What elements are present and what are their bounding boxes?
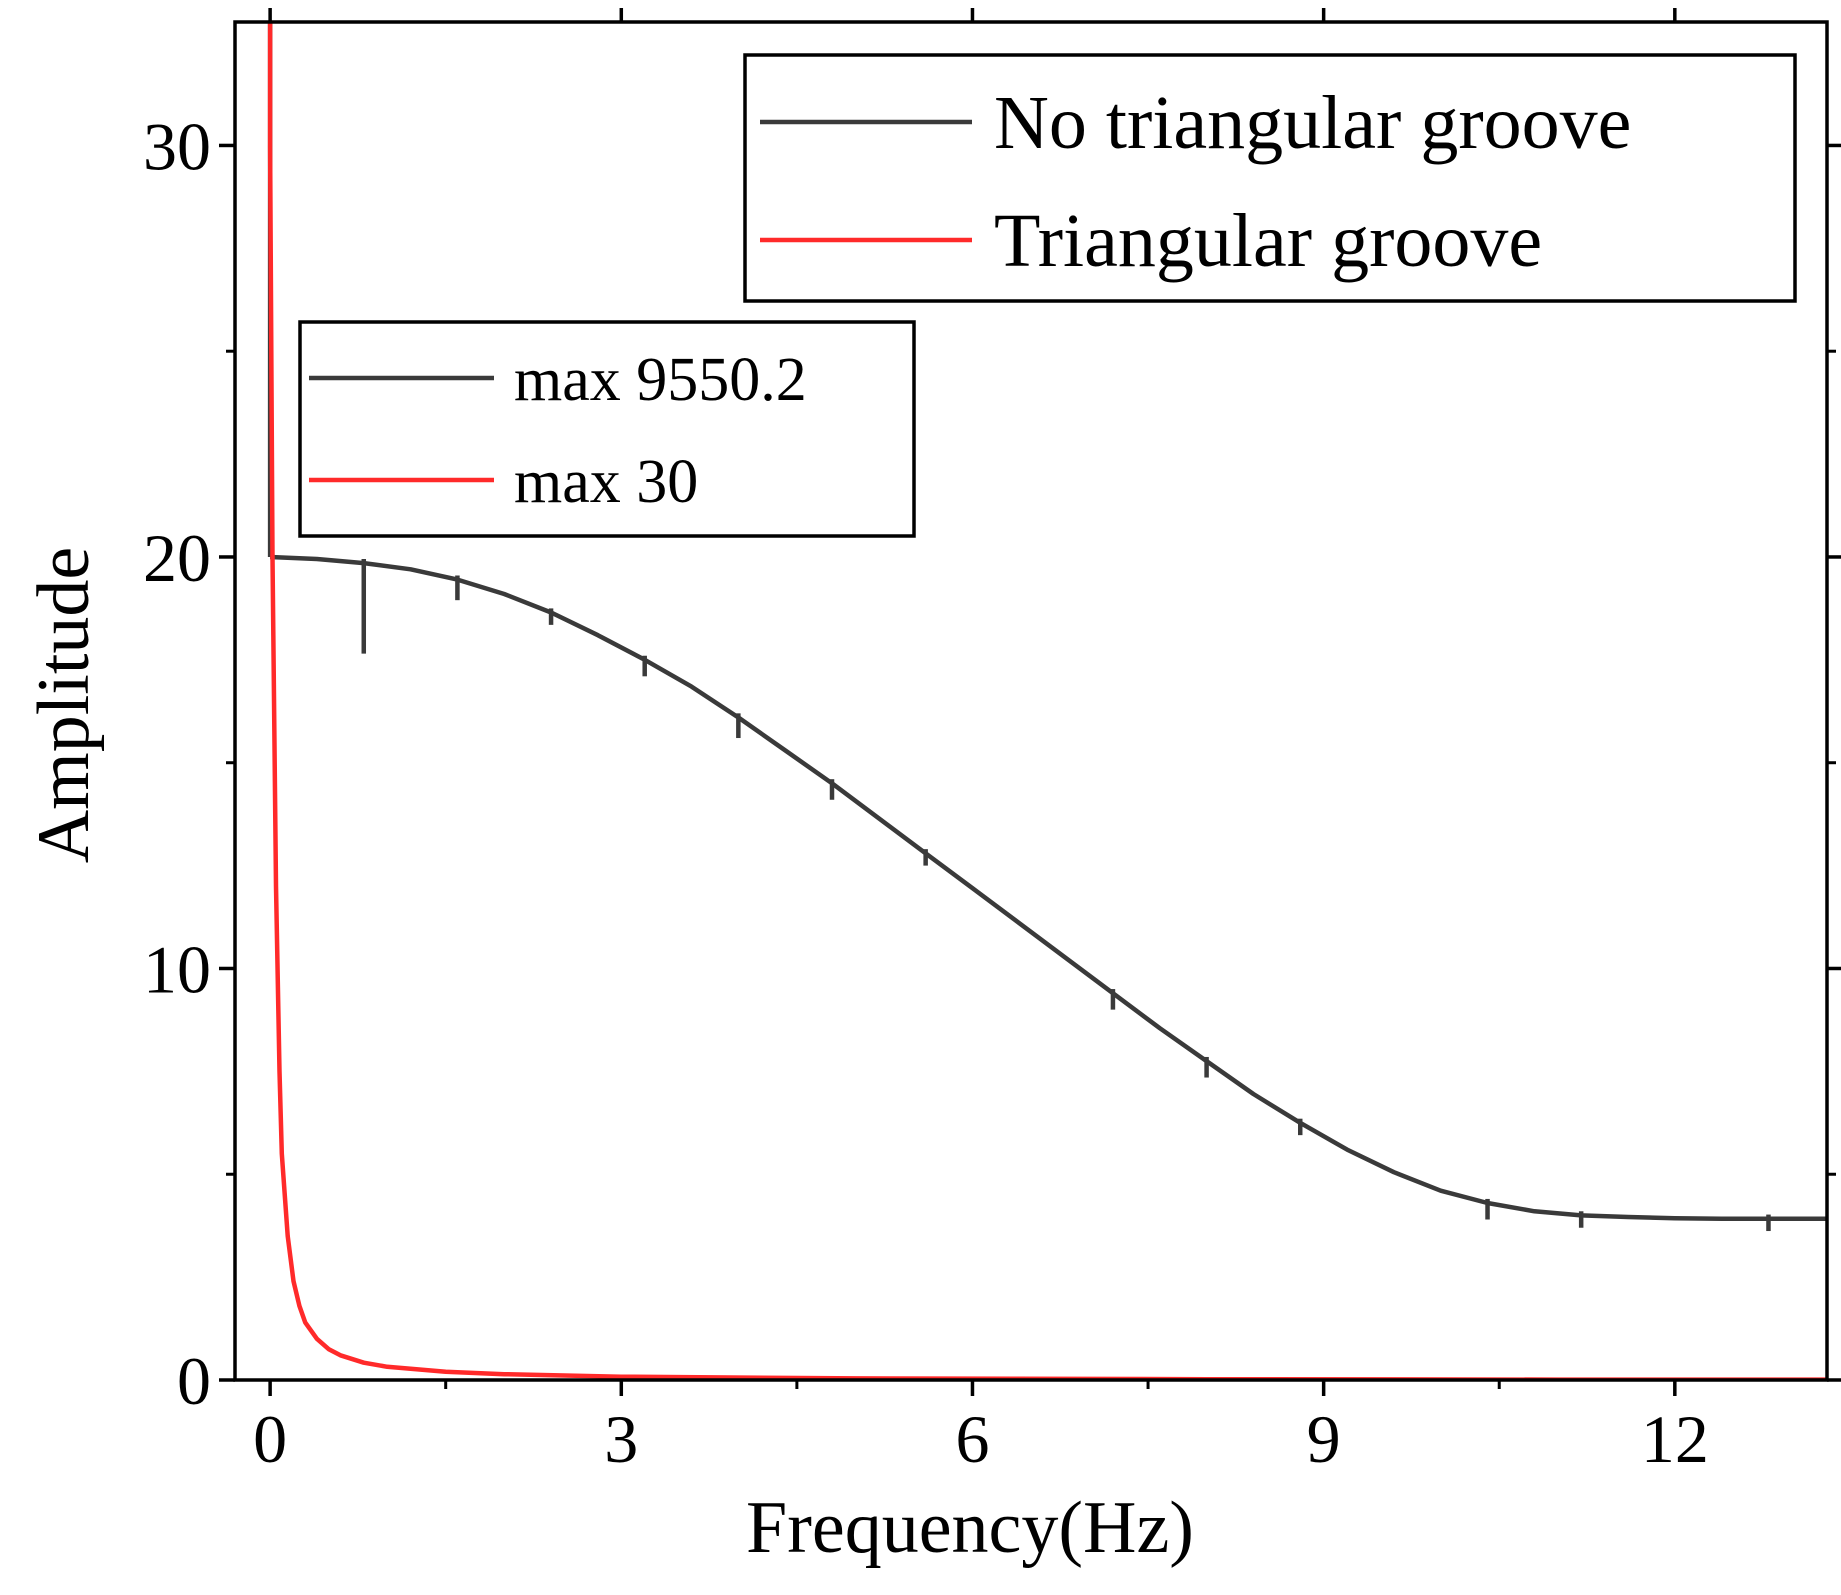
series-triangular-groove bbox=[267, 22, 1827, 1380]
annotation-legend-box bbox=[298, 320, 916, 538]
x-axis-title: Frequency(Hz) bbox=[746, 1487, 1194, 1569]
x-tick-label-3: 9 bbox=[1307, 1401, 1341, 1477]
axes: 0 3 6 9 12 0 10 20 30 bbox=[143, 8, 1841, 1477]
legend: No triangular groove Triangular groove bbox=[743, 53, 1797, 303]
series-line-triangular-groove bbox=[267, 145, 1827, 1380]
annotation-legend-label-0: max 9550.2 bbox=[514, 346, 807, 414]
annotation-legend: max 9550.2 max 30 bbox=[298, 320, 916, 538]
y-tick-label-1: 10 bbox=[143, 931, 211, 1007]
y-tick-label-3: 30 bbox=[143, 108, 211, 184]
legend-label-0: No triangular groove bbox=[994, 81, 1631, 165]
plot-area bbox=[267, 22, 1827, 1380]
x-tick-label-0: 0 bbox=[253, 1401, 287, 1477]
series-line-no-triangular-groove bbox=[270, 554, 1827, 1221]
legend-label-1: Triangular groove bbox=[994, 199, 1542, 283]
y-tick-label-2: 20 bbox=[143, 520, 211, 596]
legend-box bbox=[743, 53, 1797, 303]
legend-layer: No triangular groove Triangular groove max… bbox=[298, 53, 1797, 538]
annotation-legend-label-1: max 30 bbox=[514, 448, 698, 516]
x-tick-label-2: 6 bbox=[955, 1401, 989, 1477]
x-tick-label-1: 3 bbox=[604, 1401, 638, 1477]
y-tick-label-0: 0 bbox=[177, 1343, 211, 1419]
y-axis-title: Amplitude bbox=[23, 547, 105, 864]
axes-frame bbox=[233, 20, 1829, 1382]
x-tick-label-4: 12 bbox=[1641, 1401, 1709, 1477]
